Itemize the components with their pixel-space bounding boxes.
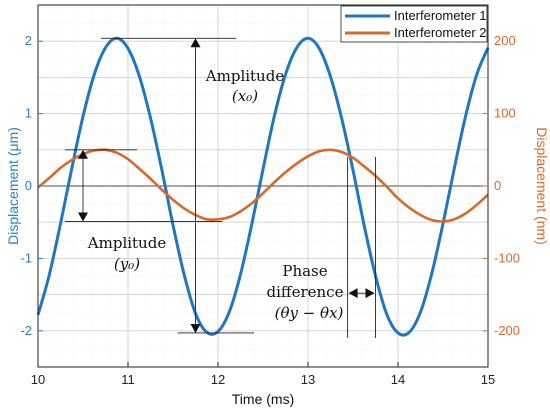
amp-y-arrow-down <box>78 212 88 222</box>
amp-y-arrow-up <box>78 149 88 159</box>
x-axis-label: Time (ms) <box>232 391 294 407</box>
phase-word-1: Phase <box>282 262 327 280</box>
amplitude-x-symbol: (x₀) <box>232 87 258 105</box>
y-right-tick-label: 200 <box>494 33 516 48</box>
amplitude-x-word: Amplitude <box>205 67 285 85</box>
y-left-tick-label: 2 <box>25 33 32 48</box>
y-axis-right-label: Displacement (nm) <box>534 127 550 244</box>
phase-arrow-right <box>365 288 375 299</box>
y-left-tick-label: 1 <box>25 106 32 121</box>
annotations-layer <box>65 37 376 339</box>
amp-x-arrow-up <box>190 38 201 48</box>
y-right-tick-label: 100 <box>494 106 516 121</box>
amp-x-arrow-down <box>190 323 201 333</box>
y-right-tick-label: -100 <box>494 250 520 265</box>
x-tick-label: 10 <box>31 372 45 387</box>
series-line-1 <box>36 36 490 337</box>
amplitude-y-symbol: (y₀) <box>114 255 140 273</box>
legend-label-1: Interferometer 1 <box>394 8 487 23</box>
legend-box <box>340 5 488 43</box>
y-right-tick-label: 0 <box>494 178 501 193</box>
x-tick-label: 11 <box>121 372 135 387</box>
y-axis-left-label: Displacement (μm) <box>5 127 21 245</box>
y-left-tick-label: -2 <box>20 323 32 338</box>
x-tick-label: 15 <box>481 372 495 387</box>
x-tick-label: 14 <box>391 372 405 387</box>
y-left-tick-label: 0 <box>25 178 32 193</box>
phase-arrow-left <box>348 288 358 299</box>
series-line-2 <box>37 148 489 223</box>
x-tick-label: 12 <box>211 372 225 387</box>
phase-word-2: difference <box>267 283 344 301</box>
y-right-tick-label: -200 <box>494 323 520 338</box>
series-layer <box>36 36 490 337</box>
x-tick-label: 13 <box>301 372 315 387</box>
y-left-tick-label: -1 <box>20 250 32 265</box>
legend: Interferometer 1 Interferometer 2 <box>340 5 488 43</box>
amplitude-y-word: Amplitude <box>87 234 167 252</box>
phase-symbol: (θy − θx) <box>275 304 344 322</box>
legend-label-2: Interferometer 2 <box>394 25 487 40</box>
